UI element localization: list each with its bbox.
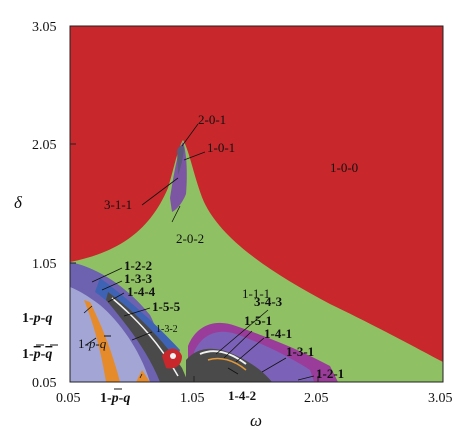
region-label-1-5-5: 1-5-5: [152, 299, 181, 314]
plot-frame: [69, 25, 444, 383]
region-dark-right: [186, 348, 272, 382]
region-label-2-0-2: 2-0-2: [176, 231, 204, 246]
region-label-1-0-1: 1-0-1: [207, 140, 235, 155]
y-axis-label: δ: [14, 193, 23, 212]
region-label-1-4-4: 1-4-4: [127, 284, 156, 299]
y-tick-label: 3.05: [32, 20, 57, 35]
region-label-3-1-1: 3-1-1: [104, 197, 132, 212]
region-2-0-1: [170, 142, 187, 212]
region-white-streak: [199, 350, 247, 365]
region-label-1-p-qbar: 1-p-q: [78, 336, 107, 351]
region-1-p-qbar: [70, 262, 168, 382]
region-label-1-2-2: 1-2-2: [124, 258, 152, 273]
region-orange-streak: [207, 357, 247, 371]
x-axis-label: ω: [250, 411, 262, 430]
region-label-1-5-1: 1-5-1: [244, 313, 272, 328]
y-tick-label: 2.05: [32, 138, 57, 153]
region-label-1-pbar-q: 1-p-q: [100, 391, 130, 406]
region-label-3-4-3: 3-4-3: [254, 294, 283, 309]
region-spike-dark: [177, 145, 184, 175]
region-white-dot: [170, 353, 176, 359]
x-tick-label: 2.05: [304, 391, 329, 406]
region-label-1-2-1: 1-2-1: [316, 366, 344, 381]
region-label-1-pbar-qbar: 1-p-q: [22, 347, 52, 362]
region-1-pbar-q: [84, 300, 120, 382]
y-tick-label: 1.05: [32, 257, 57, 272]
x-tick-label: 1.05: [180, 391, 205, 406]
region-label-2-0-1: 2-0-1: [198, 112, 226, 127]
region-label-1-3-2: 1-3-2: [156, 324, 178, 335]
y-tick-label: 0.05: [32, 376, 57, 391]
region-label-1-4-1: 1-4-1: [264, 326, 292, 341]
region-label-1-1-1: 1-1-1: [242, 286, 270, 301]
region-label-1-4-2: 1-4-2: [228, 388, 256, 403]
region-label-1-3-1: 1-3-1: [286, 344, 314, 359]
region-1-1-1: [70, 140, 443, 382]
leader-lines: [83, 123, 315, 381]
x-tick-label: 0.05: [56, 391, 81, 406]
region-label-1-0-0: 1-0-0: [330, 160, 358, 175]
region-orange-small: [136, 370, 150, 382]
region-label-1-3-3: 1-3-3: [124, 271, 153, 286]
x-tick-label: 3.05: [428, 391, 453, 406]
region-label-1-p-q: 1-p-q: [22, 311, 52, 326]
